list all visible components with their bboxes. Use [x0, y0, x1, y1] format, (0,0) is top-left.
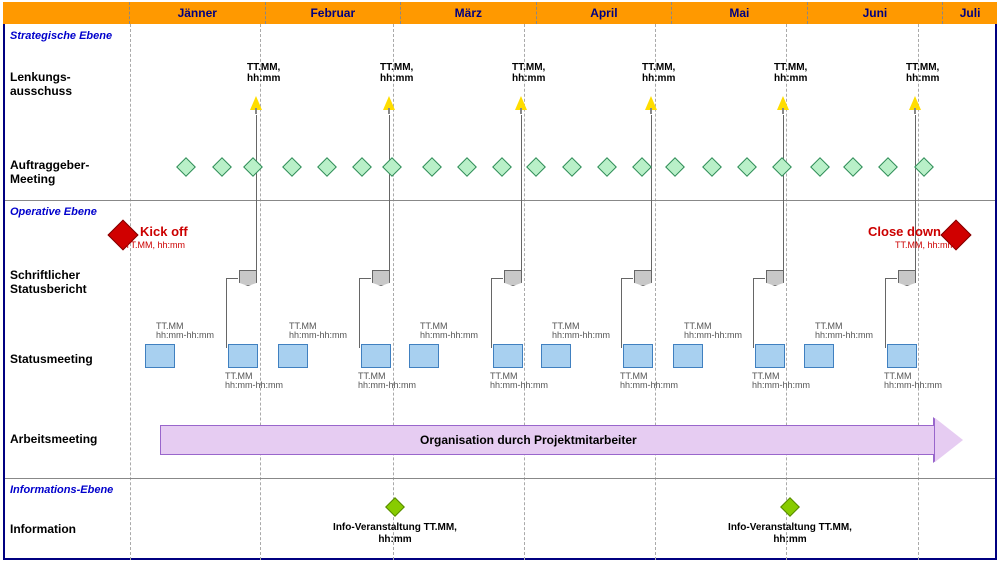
connector-line: [389, 115, 390, 273]
statusmeeting-label-top: TT.MMhh:mm-hh:mm: [815, 322, 875, 340]
report-icon: [634, 270, 652, 286]
connector-elbow: [491, 278, 503, 279]
diagram-frame: [3, 2, 997, 560]
statusmeeting-label-bot: TT.MMhh:mm-hh:mm: [358, 372, 418, 390]
row-information: Information: [10, 522, 125, 536]
hline-1: [5, 200, 995, 201]
statusmeeting-label-bot: TT.MMhh:mm-hh:mm: [884, 372, 944, 390]
report-icon: [504, 270, 522, 286]
hline-2: [5, 478, 995, 479]
connector-elbow: [359, 278, 371, 279]
statusmeeting-label-top: TT.MMhh:mm-hh:mm: [156, 322, 216, 340]
lenkung-label: TT.MM, hh:mm: [642, 62, 692, 84]
info-event-label: Info-Veranstaltung TT.MM, hh:mm: [330, 522, 460, 546]
flag-icon: [645, 96, 657, 112]
connector-elbow-v: [491, 278, 492, 348]
connector-elbow: [226, 278, 238, 279]
section-strategic: Strategische Ebene: [10, 30, 120, 42]
connector-elbow-v: [753, 278, 754, 348]
row-auftraggeber: Auftraggeber-Meeting: [10, 158, 125, 186]
statusmeeting-box: [887, 344, 917, 368]
header-spacer: [3, 2, 130, 24]
month-divider: [130, 24, 131, 560]
report-icon: [239, 270, 257, 286]
statusmeeting-label-top: TT.MMhh:mm-hh:mm: [684, 322, 744, 340]
info-event-label: Info-Veranstaltung TT.MM, hh:mm: [725, 522, 855, 546]
connector-line: [256, 115, 257, 273]
statusmeeting-label-bot: TT.MMhh:mm-hh:mm: [752, 372, 812, 390]
connector-line: [521, 115, 522, 273]
statusmeeting-label-bot: TT.MMhh:mm-hh:mm: [225, 372, 285, 390]
report-icon: [766, 270, 784, 286]
statusmeeting-box: [804, 344, 834, 368]
flag-icon: [909, 96, 921, 112]
statusmeeting-box: [409, 344, 439, 368]
connector-elbow: [885, 278, 897, 279]
statusmeeting-label-top: TT.MMhh:mm-hh:mm: [420, 322, 480, 340]
lenkung-label: TT.MM, hh:mm: [906, 62, 956, 84]
section-info: Informations-Ebene: [10, 484, 120, 496]
statusmeeting-label-top: TT.MMhh:mm-hh:mm: [289, 322, 349, 340]
flag-icon: [383, 96, 395, 112]
month-feb: Februar: [266, 2, 402, 24]
statusmeeting-label-top: TT.MMhh:mm-hh:mm: [552, 322, 612, 340]
closedown-sub: TT.MM, hh:mm: [895, 240, 955, 250]
connector-elbow-v: [359, 278, 360, 348]
statusmeeting-box: [673, 344, 703, 368]
statusmeeting-box: [755, 344, 785, 368]
row-arbeitsmeeting: Arbeitsmeeting: [10, 432, 125, 446]
statusmeeting-box: [145, 344, 175, 368]
statusmeeting-box: [228, 344, 258, 368]
kickoff-sub: TT.MM, hh:mm: [125, 240, 185, 250]
flag-icon: [777, 96, 789, 112]
section-operative: Operative Ebene: [10, 206, 120, 218]
connector-elbow-v: [621, 278, 622, 348]
lenkung-label: TT.MM, hh:mm: [247, 62, 297, 84]
row-lenkung: Lenkungs-ausschuss: [10, 70, 125, 98]
statusmeeting-box: [361, 344, 391, 368]
statusmeeting-label-bot: TT.MMhh:mm-hh:mm: [620, 372, 680, 390]
statusmeeting-box: [623, 344, 653, 368]
month-apr: April: [537, 2, 673, 24]
arbeitsmeeting-arrow-text: Organisation durch Projektmitarbeiter: [420, 433, 637, 447]
statusmeeting-box: [493, 344, 523, 368]
row-statusmeeting: Statusmeeting: [10, 352, 125, 366]
month-header: Jänner Februar März April Mai Juni Juli: [3, 2, 997, 24]
month-jun: Juni: [808, 2, 944, 24]
month-mar: März: [401, 2, 537, 24]
connector-elbow-v: [885, 278, 886, 348]
report-icon: [898, 270, 916, 286]
month-jan: Jänner: [130, 2, 266, 24]
connector-line: [651, 115, 652, 273]
lenkung-label: TT.MM, hh:mm: [774, 62, 824, 84]
statusmeeting-box: [541, 344, 571, 368]
month-jul: Juli: [943, 2, 997, 24]
arbeitsmeeting-arrow-head: [935, 418, 963, 462]
row-schriftlich: Schriftlicher Statusbericht: [10, 268, 125, 296]
connector-line: [783, 115, 784, 273]
closedown-title: Close down: [868, 224, 941, 239]
report-icon: [372, 270, 390, 286]
flag-icon: [250, 96, 262, 112]
connector-elbow: [753, 278, 765, 279]
connector-elbow-v: [226, 278, 227, 348]
statusmeeting-box: [278, 344, 308, 368]
lenkung-label: TT.MM, hh:mm: [512, 62, 562, 84]
month-mai: Mai: [672, 2, 808, 24]
lenkung-label: TT.MM, hh:mm: [380, 62, 430, 84]
connector-elbow: [621, 278, 633, 279]
statusmeeting-label-bot: TT.MMhh:mm-hh:mm: [490, 372, 550, 390]
flag-icon: [515, 96, 527, 112]
kickoff-title: Kick off: [140, 224, 188, 239]
